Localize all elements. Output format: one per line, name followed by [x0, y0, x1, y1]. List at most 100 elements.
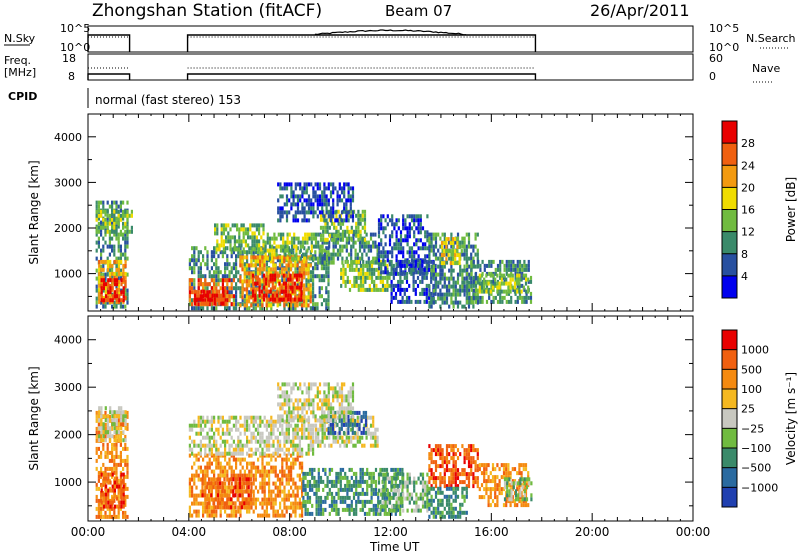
power-cell — [402, 214, 405, 219]
power-cell — [432, 264, 435, 269]
power-cell — [451, 241, 455, 246]
power-cell — [199, 274, 202, 279]
velocity-cell — [308, 499, 312, 504]
power-cell — [97, 204, 100, 209]
power-cell — [397, 218, 400, 223]
power-cell — [251, 273, 255, 278]
velocity-cell — [102, 482, 105, 487]
velocity-cell — [241, 443, 244, 448]
velocity-cell — [226, 461, 229, 466]
velocity-cell — [259, 485, 262, 490]
power-cell — [379, 279, 382, 284]
power-cell — [402, 222, 405, 227]
power-cell — [405, 259, 409, 264]
power-cell — [325, 266, 328, 271]
power-cell — [243, 303, 246, 308]
power-cell — [465, 276, 468, 281]
velocity-cell — [104, 422, 107, 427]
velocity-cell — [206, 481, 209, 486]
power-cell — [279, 206, 282, 211]
power-cell — [283, 271, 286, 276]
power-cell — [318, 294, 321, 299]
power-cell — [232, 286, 235, 291]
power-cell — [423, 299, 426, 304]
velocity-cell — [102, 480, 105, 485]
power-cell — [299, 186, 302, 191]
velocity-cell — [287, 451, 290, 456]
velocity-cell — [261, 485, 264, 490]
power-cell — [251, 293, 255, 298]
velocity-cell — [122, 410, 125, 415]
power-cell — [332, 260, 335, 265]
power-cell — [100, 200, 103, 205]
power-cell — [197, 286, 200, 291]
power-cell — [191, 286, 194, 291]
velocity-cell — [228, 427, 231, 432]
velocity-cell — [283, 501, 286, 506]
power-cell — [349, 202, 352, 207]
power-cell — [254, 263, 257, 268]
power-cell — [448, 280, 451, 285]
velocity-cell — [246, 465, 249, 470]
power-cell — [343, 244, 346, 249]
power-cell — [324, 225, 327, 230]
velocity-cell — [95, 466, 98, 471]
velocity-cell — [102, 426, 105, 431]
power-cell — [191, 246, 194, 251]
power-cell — [518, 289, 521, 294]
power-cell — [474, 275, 478, 280]
power-cell — [428, 248, 431, 253]
power-cell — [321, 248, 324, 253]
power-cell — [362, 267, 365, 272]
power-cell — [477, 279, 480, 284]
power-cell — [230, 286, 233, 291]
power-cell — [215, 270, 218, 275]
velocity-cell — [226, 427, 229, 432]
power-cell — [353, 279, 356, 284]
power-cell — [120, 278, 123, 283]
velocity-cell — [254, 419, 257, 424]
velocity-cell — [213, 419, 216, 424]
power-cell — [388, 242, 392, 247]
power-cell — [370, 275, 374, 280]
power-cell — [499, 287, 502, 292]
power-cell — [222, 293, 225, 298]
power-cell — [287, 297, 290, 302]
power-cell — [336, 256, 340, 261]
velocity-cell — [219, 435, 222, 440]
power-cell — [271, 273, 274, 278]
power-cell — [304, 252, 307, 257]
power-cell — [263, 263, 266, 268]
power-cell — [245, 291, 248, 296]
velocity-cell — [243, 485, 246, 490]
velocity-cell — [118, 484, 121, 489]
velocity-cell — [119, 450, 122, 455]
power-cell — [454, 280, 457, 285]
power-cell — [405, 263, 409, 268]
velocity-cell — [238, 485, 241, 490]
velocity-cell — [272, 451, 275, 456]
velocity-cell — [195, 443, 198, 448]
velocity-cell — [95, 434, 98, 439]
power-cell — [425, 263, 428, 268]
power-cell — [458, 245, 461, 250]
power-cell — [461, 272, 464, 277]
power-cell — [314, 262, 317, 267]
velocity-cell — [228, 461, 231, 466]
power-cell — [380, 218, 383, 223]
power-cell — [224, 298, 227, 303]
power-cell — [439, 236, 442, 241]
power-cell — [107, 282, 110, 287]
velocity-cell — [104, 466, 107, 471]
power-cell — [452, 292, 455, 297]
power-cell — [210, 254, 213, 259]
velocity-cell — [124, 426, 127, 431]
power-cell — [430, 268, 433, 273]
power-cell — [251, 247, 254, 252]
power-cell — [443, 241, 446, 246]
power-cell — [415, 238, 418, 243]
power-cell — [419, 267, 422, 272]
velocity-cell — [298, 427, 301, 432]
power-cell — [287, 293, 290, 298]
power-cell — [496, 267, 500, 272]
